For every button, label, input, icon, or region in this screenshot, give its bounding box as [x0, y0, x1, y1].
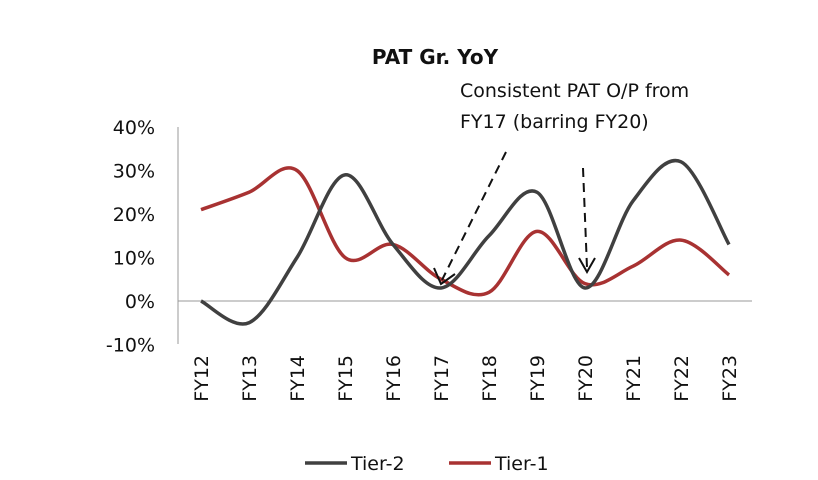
x-tick-label: FY23	[719, 355, 741, 402]
x-tick-label: FY15	[335, 355, 357, 402]
x-tick-label: FY13	[239, 355, 261, 402]
y-tick-label: 30%	[113, 161, 155, 183]
arrowhead-fy20	[578, 257, 596, 275]
x-tick-label: FY22	[671, 355, 693, 402]
arrowhead-fy17	[433, 267, 456, 286]
legend-label-tier-2: Tier-2	[350, 453, 405, 475]
x-tick-label: FY14	[287, 355, 309, 402]
x-tick-label: FY17	[431, 355, 453, 402]
y-tick-label: 10%	[113, 248, 155, 270]
x-tick-label: FY12	[191, 355, 213, 402]
arrow-fy17	[441, 151, 507, 281]
arrow-fy20	[582, 167, 588, 269]
legend: Tier-2 Tier-1	[305, 453, 549, 475]
y-tick-label: 0%	[125, 291, 155, 313]
y-tick-label: 20%	[113, 204, 155, 226]
chart-title: PAT Gr. YoY	[372, 45, 499, 69]
annotation-arrows	[433, 151, 596, 286]
legend-label-tier-1: Tier-1	[494, 453, 549, 475]
x-tick-label: FY19	[527, 355, 549, 402]
x-tick-label: FY20	[575, 355, 597, 402]
y-tick-label: 40%	[113, 117, 155, 139]
x-tick-label: FY18	[479, 355, 501, 402]
series-line-tier-2	[200, 158, 731, 326]
annotation-line-2: FY17 (barring FY20)	[460, 111, 649, 133]
annotation-line-1: Consistent PAT O/P from	[460, 80, 689, 102]
y-tick-label: -10%	[106, 335, 155, 357]
series-line-tier-1	[200, 166, 731, 297]
x-tick-label: FY21	[623, 355, 645, 402]
x-tick-label: FY16	[383, 355, 405, 402]
